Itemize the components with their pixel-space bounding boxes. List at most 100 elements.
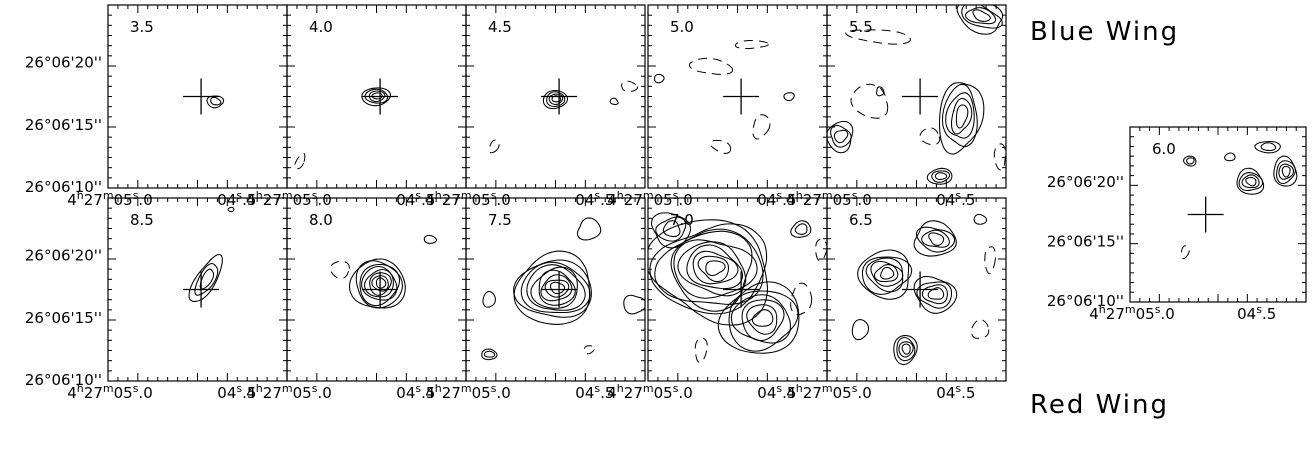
- red-panel-4-contour: [728, 290, 799, 352]
- red-panel-4-contour: [655, 216, 687, 242]
- blue-panel-5-contour: [956, 5, 1004, 35]
- red-panel-1-velocity-label: 8.5: [130, 211, 154, 229]
- blue-panel-3-velocity-label: 4.5: [488, 18, 512, 36]
- red-panel-5-negative-contour: [984, 246, 996, 275]
- blue-panel-4-ra-tick-label: 4h27m05s.0: [607, 189, 692, 209]
- red-panel-4-contour: [649, 223, 768, 315]
- middle-panel: 6.0 26°06'20'' 26°06'15'' 26°06'10''4h27m05…: [1047, 126, 1307, 323]
- red-panel-2-negative-contour: [329, 260, 350, 280]
- red-panel-4-velocity-label: 7.0: [670, 211, 694, 229]
- red-panel-3-contour: [544, 279, 570, 298]
- red-panel-3-contour: [513, 259, 592, 318]
- blue-panel-3-negative-contour: [621, 80, 638, 93]
- blue-panel-5-contour: [830, 124, 852, 148]
- red-panel-4-contour: [648, 219, 769, 326]
- blue-panel-4-contour: [653, 73, 665, 84]
- blue-panel-1-dec-tick-label: 26°06'20'': [25, 54, 102, 72]
- blue-panel-1-dec-tick-label: 26°06'15'': [25, 116, 102, 134]
- red-panel-1-dec-tick-label: 26°06'15'': [25, 309, 102, 327]
- red-panel-4-contour: [654, 228, 764, 305]
- red-panel-4-contour: [730, 294, 792, 344]
- red-panel-3-contours: [481, 217, 645, 361]
- blue-panel-3-contour: [609, 97, 619, 106]
- red-panel-4-negative-contour: [694, 337, 708, 364]
- middle-panel-dec-tick-label: 26°06'15'': [1047, 233, 1124, 251]
- red-panel-4-negative-contour: [790, 282, 813, 316]
- red-panel-4-contour: [686, 244, 743, 290]
- red-panel-2-contour: [349, 258, 406, 309]
- red-panel-3-ra-tick-label: 04s.5: [575, 382, 614, 402]
- red-panel-5-contour: [921, 229, 950, 248]
- red-panel-5-contour: [916, 281, 953, 309]
- blue-panel-4-negative-contour: [752, 114, 771, 140]
- blue-panel-5-contour: [934, 172, 948, 181]
- red-panel-5-contour: [893, 335, 918, 366]
- middle-panel-contour: [1245, 176, 1257, 187]
- blue-panel-5-negative-contour: [919, 127, 941, 146]
- blue-panel-3-contours: [488, 80, 638, 154]
- red-panel-3-contour: [520, 261, 591, 314]
- red-panel-4-contour: [662, 220, 681, 238]
- blue-panel-1-dec-tick-label: 26°06'10'': [25, 178, 102, 196]
- red-panel-5-contour: [921, 284, 948, 305]
- middle-panel-contour: [1241, 174, 1260, 189]
- blue-panel-5-negative-contour: [993, 143, 1006, 171]
- red-panel-5-contours: [851, 213, 996, 366]
- middle-panel-ra-tick-label: 4h27m05s.0: [1089, 303, 1174, 323]
- middle-panel-contour: [1238, 172, 1264, 192]
- blue-panel-4-negative-contour: [689, 57, 734, 75]
- blue-panel-5-contour: [876, 86, 885, 97]
- red-panel-1-contour: [188, 254, 223, 302]
- red-panel-4: 7.0 4h27m05s.0 04s.5: [607, 197, 828, 402]
- red-panel-3-contour: [513, 250, 591, 325]
- red-panel-4-contour: [790, 220, 812, 238]
- red-panel-4-contour: [697, 255, 730, 283]
- middle-panel-contour: [1186, 157, 1195, 165]
- middle-panel-contour: [1224, 152, 1236, 162]
- red-panel-5-contour: [913, 275, 958, 314]
- red-panel-1-contour: [194, 262, 219, 296]
- blue-panel-2-velocity-label: 4.0: [309, 18, 333, 36]
- red-panel-5-contour: [927, 287, 945, 300]
- blue-panel-5-contour: [931, 170, 951, 183]
- blue-panel-5-contour: [972, 9, 991, 22]
- blue-panel-3-contour: [546, 91, 566, 108]
- blue-panel-5-ra-tick-label: 4h27m05s.0: [786, 189, 871, 209]
- blue-panel-5-contours: [827, 5, 1006, 185]
- red-panel-5-contour: [880, 266, 895, 280]
- red-panel-4-ra-tick-label: 4h27m05s.0: [607, 382, 692, 402]
- red-panel-3-contour: [526, 264, 586, 311]
- red-panel-4-contour: [677, 241, 747, 297]
- red-panel-1-ra-tick-label: 4h27m05s.0: [67, 382, 152, 402]
- red-panel-4-contour: [746, 304, 778, 335]
- blue-panel-5-contour: [827, 120, 854, 154]
- red-panel-3-contour: [530, 266, 578, 309]
- red-panel-4-contour: [794, 223, 808, 235]
- middle-panel-contours: [1180, 140, 1298, 260]
- red-panel-4-contour: [717, 281, 800, 354]
- middle-panel-contour: [1183, 155, 1197, 167]
- blue-panel-3-contour: [542, 89, 569, 110]
- red-panel-5-contour: [896, 336, 916, 362]
- red-panel-1: 8.5 26°06'20'' 26°06'15'' 26°06'10''4h27m05…: [25, 197, 288, 402]
- red-panel-3: 7.5 4h27m05s.0 04s.5: [425, 197, 646, 402]
- middle-panel-contour: [1254, 140, 1281, 154]
- red-panel-5: 6.5 4h27m05s.0 04s.5: [786, 197, 1007, 402]
- middle-panel-dec-tick-label: 26°06'10'': [1047, 292, 1124, 310]
- blue-panel-1-contour: [210, 96, 222, 106]
- red-panel-2-contour: [355, 260, 403, 309]
- red-panel-5-contour: [973, 213, 988, 225]
- red-panel-5-contour: [851, 319, 870, 341]
- middle-panel-contour: [1260, 142, 1277, 152]
- blue-panel-4-velocity-label: 5.0: [670, 18, 694, 36]
- blue-panel-2-ra-tick-label: 4h27m05s.0: [246, 189, 331, 209]
- blue-panel-5-contour: [942, 83, 978, 148]
- blue-panel-1-contours: [206, 95, 225, 109]
- red-panel-2-ra-tick-label: 4h27m05s.0: [246, 382, 331, 402]
- blue-wing-label: Blue Wing: [1030, 17, 1179, 47]
- red-panel-5-negative-contour: [970, 319, 990, 339]
- red-panel-5-contour: [916, 226, 956, 253]
